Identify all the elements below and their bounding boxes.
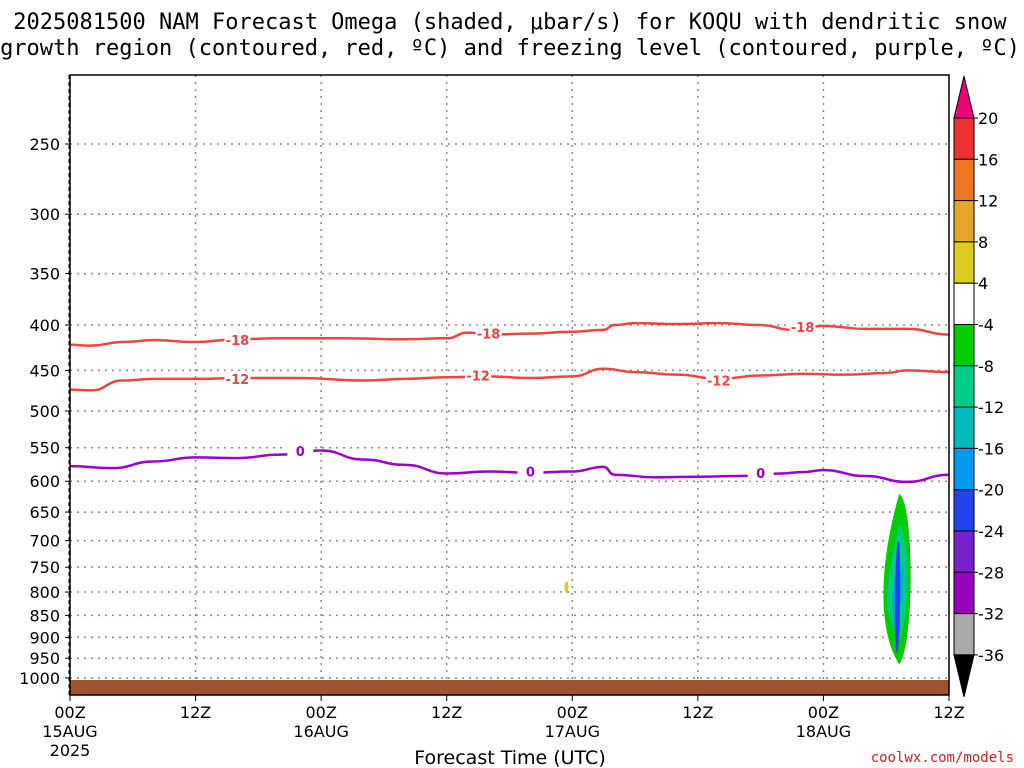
- contour-label-bg--12-1: [465, 367, 492, 384]
- x-tick-date-48: 17AUG: [545, 722, 600, 741]
- contour-label--12-1: -12: [466, 370, 490, 385]
- x-tick-time-24: 00Z: [305, 703, 336, 722]
- y-tick-label-300: 300: [29, 205, 60, 224]
- x-tick-date-72: 18AUG: [796, 722, 851, 741]
- omega-downward-motion-feature: [564, 581, 569, 594]
- y-tick-label-650: 650: [29, 503, 60, 522]
- colorbar-swatch-5: [953, 282, 975, 326]
- colorbar-swatch-11: [953, 530, 975, 573]
- contour-label-bg-0-0: [287, 443, 314, 460]
- x-tick-date-24: 16AUG: [293, 722, 348, 741]
- contour-label--18-2: -18: [791, 321, 815, 336]
- y-tick-label-700: 700: [29, 532, 60, 551]
- y-tick-label-800: 800: [29, 583, 60, 602]
- x-tick-time-12: 12Z: [180, 703, 211, 722]
- colorbar-swatch-3: [953, 200, 975, 243]
- colorbar-swatch-10: [953, 489, 975, 532]
- omega-shade-minus20: [895, 541, 901, 653]
- colorbar-swatch-13: [953, 613, 975, 656]
- y-tick-label-250: 250: [29, 135, 60, 154]
- colorbar: 20 16 12 8 4 -4 -8 -12 -16 -20 -24 -28 -32 -36: [953, 75, 1004, 698]
- y-tick-label-500: 500: [29, 402, 60, 421]
- contour-label-0-0: 0: [296, 445, 305, 460]
- colorbar-swatch-4: [953, 241, 975, 284]
- colorbar-label-4: 4: [978, 274, 988, 293]
- colorbar-swatch-7: [953, 365, 975, 408]
- y-tick-label-350: 350: [29, 265, 60, 284]
- chart-title-line-1: 2025081500 NAM Forecast Omega (shaded, μ…: [13, 10, 1007, 35]
- contour-label-bg--18-2: [789, 318, 816, 335]
- omega-upward-motion-feature: [883, 493, 911, 665]
- colorbar-label-2: 12: [978, 192, 998, 211]
- x-tick-date-0: 15AUG: [42, 722, 97, 741]
- chart-title-line-2: growth region (contoured, red, ºC) and f…: [0, 36, 1020, 61]
- colorbar-arrow-bottom: [953, 654, 975, 698]
- x-tick-year: 2025: [50, 741, 91, 760]
- x-tick-time-0: 00Z: [54, 703, 85, 722]
- colorbar-swatch-8: [953, 406, 975, 449]
- y-tick-label-900: 900: [29, 628, 60, 647]
- colorbar-label-8: -16: [978, 439, 1004, 458]
- contour-label--18-1: -18: [477, 328, 501, 343]
- plot-frame: [69, 74, 950, 696]
- y-tick-label-400: 400: [29, 316, 60, 335]
- plot-area: 250 300 350 400 450 500 550 600 650 700 750 800 850 9…: [19, 74, 965, 760]
- colorbar-label-11: -28: [978, 563, 1004, 582]
- colorbar-label-5: -4: [978, 316, 994, 335]
- colorbar-label-7: -12: [978, 398, 1004, 417]
- ground-surface: [70, 680, 949, 695]
- y-tick-label-850: 850: [29, 606, 60, 625]
- y-tick-label-550: 550: [29, 439, 60, 458]
- contour-label-bg-0-2: [747, 464, 774, 481]
- contour-label-bg-0-1: [517, 463, 544, 480]
- contour-label-bg--12-2: [705, 372, 732, 389]
- contour-label--12-2: -12: [707, 375, 731, 390]
- x-tick-time-60: 12Z: [682, 703, 713, 722]
- y-tick-label-1000: 1000: [19, 669, 60, 688]
- x-tick-time-72: 00Z: [808, 703, 839, 722]
- colorbar-arrow-top: [953, 75, 975, 119]
- colorbar-swatch-2: [953, 158, 975, 202]
- contour-label-0-1: 0: [526, 465, 535, 480]
- x-tick-time-36: 12Z: [431, 703, 462, 722]
- colorbar-swatch-1: [953, 117, 975, 160]
- colorbar-swatch-9: [953, 447, 975, 491]
- y-tick-label-950: 950: [29, 649, 60, 668]
- contour-line--12: [69, 367, 950, 392]
- contour-label-0-2: 0: [756, 467, 765, 482]
- colorbar-swatch-12: [953, 571, 975, 615]
- colorbar-swatch-6: [953, 324, 975, 367]
- y-tick-label-750: 750: [29, 558, 60, 577]
- colorbar-label-13: -36: [978, 646, 1004, 665]
- contour-line-0: [69, 449, 950, 484]
- contour-label-bg--18-1: [475, 325, 502, 342]
- contour-line--18: [69, 321, 950, 347]
- x-tick-time-84: 12Z: [933, 703, 964, 722]
- y-tick-label-600: 600: [29, 472, 60, 491]
- credit-link[interactable]: coolwx.com/models: [871, 750, 1014, 766]
- colorbar-label-1: 16: [978, 150, 998, 169]
- x-axis-label: Forecast Time (UTC): [414, 747, 605, 768]
- contour-label--12-0: -12: [226, 373, 250, 388]
- colorbar-label-0: 20: [978, 109, 998, 128]
- y-tick-label-450: 450: [29, 361, 60, 380]
- contour-label-bg--18-0: [224, 332, 251, 349]
- colorbar-label-10: -24: [978, 522, 1004, 541]
- contour-label--18-0: -18: [226, 334, 250, 349]
- colorbar-label-9: -20: [978, 481, 1004, 500]
- colorbar-label-6: -8: [978, 357, 994, 376]
- colorbar-label-3: 8: [978, 233, 988, 252]
- colorbar-label-12: -32: [978, 605, 1004, 624]
- x-tick-time-48: 00Z: [557, 703, 588, 722]
- contour-label-bg--12-0: [224, 370, 251, 387]
